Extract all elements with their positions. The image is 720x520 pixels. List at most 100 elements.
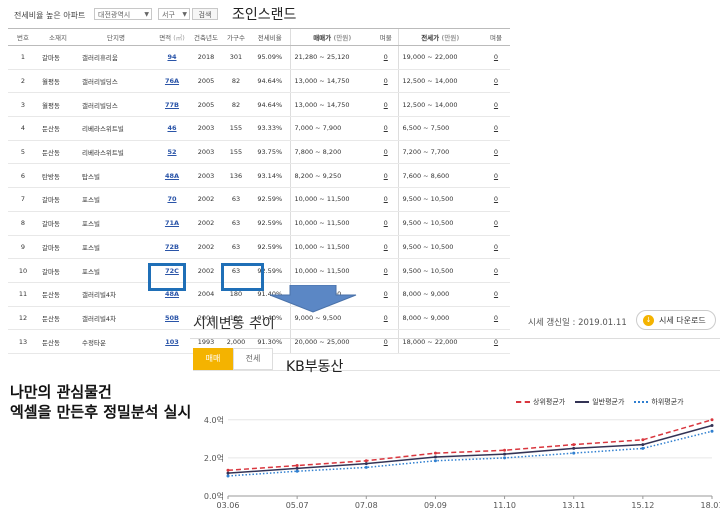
listing-count-link[interactable]: 0 bbox=[383, 266, 388, 275]
col-area[interactable]: 면적 (㎡) bbox=[154, 28, 190, 46]
col-households[interactable]: 가구수 bbox=[222, 28, 250, 46]
area-link[interactable]: 48A bbox=[164, 290, 180, 299]
area-link[interactable]: 77B bbox=[165, 100, 179, 109]
cell-location: 월평동 bbox=[38, 69, 78, 94]
table-row: 12 둔산동 갤러리빌4차 50B 2004 180 91.40% 9,000 ~ 9,500… bbox=[8, 306, 510, 331]
tab-jeonse[interactable]: 전세 bbox=[233, 348, 273, 370]
col-sale-price[interactable]: 매매가 (만원) bbox=[289, 28, 374, 46]
cell-no: 8 bbox=[8, 211, 38, 236]
cell-households: 63 bbox=[222, 235, 250, 260]
listing-count-link[interactable]: 0 bbox=[493, 124, 499, 133]
search-button[interactable]: 검색 bbox=[192, 8, 218, 20]
area-link[interactable]: 72B bbox=[165, 242, 179, 251]
cell-complex: 수정타운 bbox=[78, 329, 154, 354]
listing-count-link[interactable]: 0 bbox=[383, 337, 388, 346]
cell-area: 46 bbox=[154, 116, 190, 141]
cell-ratio: 92.59% bbox=[250, 211, 290, 236]
listing-count-link[interactable]: 0 bbox=[383, 171, 388, 180]
cell-complex: 포스빌 bbox=[78, 258, 154, 283]
col-jeonse-price[interactable]: 전세가 (만원) bbox=[397, 28, 482, 46]
area-link[interactable]: 76A bbox=[164, 77, 180, 86]
area-link[interactable]: 71A bbox=[164, 219, 180, 228]
cell-no: 12 bbox=[8, 306, 38, 331]
region-select-value: 대전광역시 bbox=[98, 11, 131, 19]
tab-sale[interactable]: 매매 bbox=[193, 348, 233, 370]
listing-count-link[interactable]: 0 bbox=[493, 219, 499, 228]
listing-count-link[interactable]: 0 bbox=[493, 195, 499, 204]
listing-count-link[interactable]: 0 bbox=[493, 148, 499, 157]
cell-jeonse-price: 18,000 ~ 22,000 bbox=[397, 329, 482, 354]
listing-count-link[interactable]: 0 bbox=[383, 148, 388, 157]
area-link[interactable]: 52 bbox=[167, 148, 177, 157]
cell-area: 48A bbox=[154, 163, 190, 189]
data-point bbox=[364, 462, 368, 466]
cell-jeonse-listings: 0 bbox=[482, 45, 510, 70]
cell-location: 갈마동 bbox=[38, 187, 78, 212]
cell-complex: 갤러리휴리움 bbox=[78, 45, 154, 70]
listing-count-link[interactable]: 0 bbox=[383, 77, 388, 86]
kb-label: KB부동산 bbox=[286, 359, 344, 375]
area-link[interactable]: 94 bbox=[167, 53, 177, 62]
listing-count-link[interactable]: 0 bbox=[383, 124, 388, 133]
cell-households: 63 bbox=[222, 187, 250, 212]
legend-swatch bbox=[516, 401, 530, 403]
area-link[interactable]: 103 bbox=[165, 337, 179, 346]
series-line-0 bbox=[227, 419, 713, 472]
listing-count-link[interactable]: 0 bbox=[383, 219, 388, 228]
area-link[interactable]: 70 bbox=[167, 195, 177, 204]
cell-jeonse-listings: 0 bbox=[482, 69, 510, 94]
col-ratio[interactable]: 전세비율 bbox=[250, 28, 290, 46]
cell-ratio: 95.09% bbox=[250, 45, 290, 70]
area-link[interactable]: 50B bbox=[165, 313, 179, 322]
cell-households: 63 bbox=[222, 211, 250, 236]
listing-count-link[interactable]: 0 bbox=[493, 242, 499, 251]
listing-count-link[interactable]: 0 bbox=[383, 313, 388, 322]
listing-count-link[interactable]: 0 bbox=[383, 242, 388, 251]
listing-count-link[interactable]: 0 bbox=[493, 53, 499, 62]
cell-jeonse-listings: 0 bbox=[482, 235, 510, 260]
cell-area: 77B bbox=[154, 92, 190, 118]
listing-count-link[interactable]: 0 bbox=[493, 313, 499, 322]
data-point bbox=[226, 471, 230, 475]
listing-count-link[interactable]: 0 bbox=[383, 53, 388, 62]
cell-location: 둔산동 bbox=[38, 329, 78, 354]
filter-label: 전세비율 높은 아파트 bbox=[14, 11, 86, 20]
area-link[interactable]: 48A bbox=[164, 171, 180, 180]
area-link[interactable]: 46 bbox=[167, 124, 177, 133]
listing-count-link[interactable]: 0 bbox=[493, 290, 499, 299]
cell-jeonse-price: 12,500 ~ 14,000 bbox=[397, 92, 482, 118]
table-row: 6 탄방동 탑스빌 48A 2003 136 93.14% 8,200 ~ 9,250 0 7,6… bbox=[8, 163, 510, 189]
legend-item: 상위평균가 bbox=[516, 397, 565, 407]
y-tick-label: 0.0억 bbox=[204, 491, 224, 501]
cell-sale-listings: 0 bbox=[374, 163, 398, 189]
cell-no: 11 bbox=[8, 282, 38, 307]
cell-sale-listings: 0 bbox=[374, 235, 398, 260]
cell-jeonse-price: 12,500 ~ 14,000 bbox=[397, 69, 482, 94]
cell-year: 2002 bbox=[190, 187, 222, 212]
cell-sale-price: 10,000 ~ 11,500 bbox=[289, 211, 374, 236]
listing-count-link[interactable]: 0 bbox=[493, 337, 499, 346]
cell-ratio: 92.59% bbox=[250, 258, 290, 283]
region-select[interactable]: 대전광역시 ▼ bbox=[94, 8, 152, 20]
listing-count-link[interactable]: 0 bbox=[493, 266, 499, 275]
listing-count-link[interactable]: 0 bbox=[383, 100, 388, 109]
listing-count-link[interactable]: 0 bbox=[383, 290, 388, 299]
cell-year: 2018 bbox=[190, 45, 222, 70]
district-select[interactable]: 서구 ▼ bbox=[158, 8, 190, 20]
legend-item: 하위평균가 bbox=[634, 397, 684, 407]
area-link[interactable]: 72C bbox=[165, 266, 179, 275]
data-point bbox=[710, 424, 714, 428]
cell-jeonse-price: 9,500 ~ 10,500 bbox=[397, 235, 482, 260]
download-button[interactable]: ↓ 시세 다운로드 bbox=[636, 310, 716, 330]
listing-count-link[interactable]: 0 bbox=[493, 171, 499, 180]
legend-item: 일반평균가 bbox=[575, 397, 624, 407]
legend-label: 하위평균가 bbox=[651, 398, 684, 406]
table-row: 2 월평동 갤러리빌딩스 76A 2005 82 94.64% 13,000 ~ 14,750… bbox=[8, 69, 510, 94]
listing-count-link[interactable]: 0 bbox=[493, 100, 499, 109]
cell-ratio: 93.33% bbox=[250, 116, 290, 141]
cell-area: 71A bbox=[154, 211, 190, 236]
listing-count-link[interactable]: 0 bbox=[493, 77, 499, 86]
col-year[interactable]: 건축년도 bbox=[190, 28, 222, 46]
highlight-box-households bbox=[221, 263, 264, 291]
listing-count-link[interactable]: 0 bbox=[383, 195, 388, 204]
